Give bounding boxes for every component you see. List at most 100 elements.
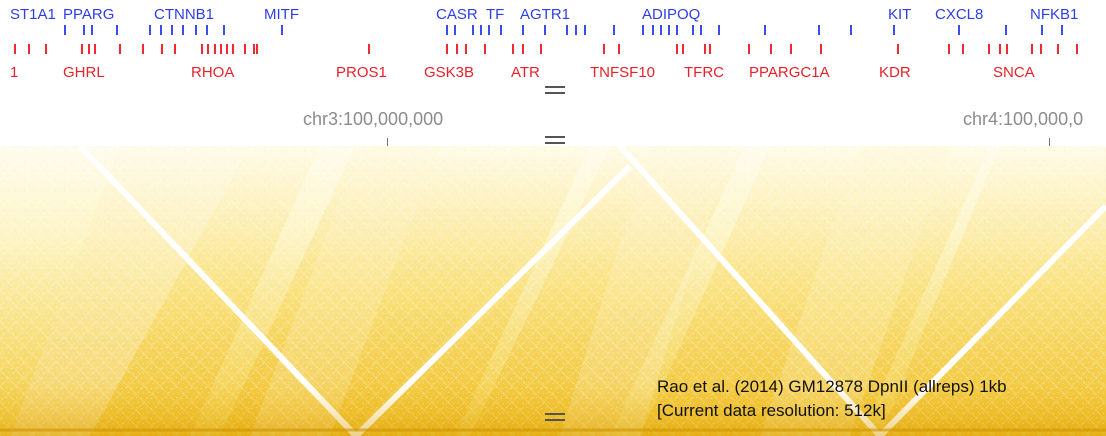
resolution-label: [Current data resolution: 512k]: [657, 401, 886, 420]
gene-tick-red: [748, 44, 750, 54]
gene-tick-blue: [488, 25, 490, 35]
gene-label-kit[interactable]: KIT: [888, 6, 912, 23]
gene-tick-red: [1076, 44, 1078, 54]
gene-tick-red: [1057, 44, 1059, 54]
gene-tick-red: [1040, 44, 1042, 54]
gene-tick-red: [988, 44, 990, 54]
gene-tick-red: [368, 44, 370, 54]
gene-tick-blue: [160, 25, 162, 35]
hic-heatmap-svg[interactable]: [0, 146, 1106, 436]
track-resize-handle[interactable]: [545, 86, 565, 94]
gene-annotation-track[interactable]: ST1A1 PPARG CTNNB1 MITF CASR TF AGTR1 AD…: [0, 0, 1106, 84]
heatmap-bottom-gradient: [0, 382, 1106, 436]
chromosome-coordinate-tick: [1049, 138, 1050, 147]
gene-label-rhoa[interactable]: RHOA: [191, 64, 235, 81]
gene-tick-red: [999, 44, 1001, 54]
chromosome-coordinate-tick: [387, 138, 388, 147]
gene-label-ctnnb1[interactable]: CTNNB1: [154, 6, 215, 23]
gene-tick-red: [253, 44, 255, 54]
gene-tick-red: [682, 44, 684, 54]
gene-tick-red: [1006, 44, 1008, 54]
gene-tick-red: [232, 44, 234, 54]
gene-tick-blue: [642, 25, 644, 35]
gene-label-agtr1[interactable]: AGTR1: [520, 6, 571, 23]
gene-label-snca[interactable]: SNCA: [993, 64, 1035, 81]
gene-tick-red: [820, 44, 822, 54]
gene-tick-blue: [718, 25, 720, 35]
gene-tick-red: [709, 44, 711, 54]
gene-tick-red: [484, 44, 486, 54]
gene-tick-red: [174, 44, 176, 54]
gene-tick-blue: [668, 25, 670, 35]
gene-tick-blue: [454, 25, 456, 35]
gene-label-adipoq[interactable]: ADIPOQ: [642, 6, 701, 23]
gene-tick-blue: [676, 25, 678, 35]
gene-tick-red: [948, 44, 950, 54]
gene-label-pparg[interactable]: PPARG: [63, 6, 115, 23]
gene-tick-red: [456, 44, 458, 54]
gene-tick-red: [45, 44, 47, 54]
gene-tick-blue: [575, 25, 577, 35]
gene-tick-blue: [522, 25, 524, 35]
gene-tick-blue: [700, 25, 702, 35]
gene-label-nfkb1[interactable]: NFKB1: [1030, 6, 1079, 23]
gene-tick-blue: [613, 25, 615, 35]
gene-label-tnfsf10[interactable]: TNFSF10: [590, 64, 656, 81]
gene-tick-red: [962, 44, 964, 54]
gene-tick-blue: [1061, 25, 1063, 35]
gene-tick-blue: [584, 25, 586, 35]
gene-label-tf[interactable]: TF: [486, 6, 505, 23]
gene-tick-blue: [223, 25, 225, 35]
gene-tick-red: [14, 44, 16, 54]
gene-label-atr[interactable]: ATR: [511, 64, 540, 81]
gene-tick-blue: [660, 25, 662, 35]
gene-label-pros1[interactable]: PROS1: [336, 64, 387, 81]
gene-tick-red: [81, 44, 83, 54]
gene-tick-blue: [116, 25, 118, 35]
gene-tick-red: [603, 44, 605, 54]
gene-tick-red: [522, 44, 524, 54]
gene-tick-blue: [64, 25, 66, 35]
gene-tick-red: [512, 44, 514, 54]
gene-tick-red: [676, 44, 678, 54]
gene-tick-blue: [171, 25, 173, 35]
gene-tick-blue: [281, 25, 283, 35]
track-resize-handle[interactable]: [545, 413, 565, 421]
gene-tick-red: [142, 44, 144, 54]
hic-contact-heatmap[interactable]: [0, 146, 1106, 436]
gene-tick-red: [119, 44, 121, 54]
gene-tick-red: [161, 44, 163, 54]
gene-label-gsk3b[interactable]: GSK3B: [424, 64, 475, 81]
gene-label-ghrl[interactable]: GHRL: [63, 64, 105, 81]
track-resize-handle[interactable]: [545, 136, 565, 144]
gene-tick-blue: [1005, 25, 1007, 35]
gene-label-mitf[interactable]: MITF: [264, 6, 299, 23]
gene-tick-red: [618, 44, 620, 54]
gene-tick-red: [28, 44, 30, 54]
gene-tick-red: [226, 44, 228, 54]
gene-label-kdr[interactable]: KDR: [879, 64, 911, 81]
gene-label-red-1[interactable]: 1: [10, 64, 19, 81]
gene-tick-blue: [446, 25, 448, 35]
gene-tick-blue: [149, 25, 151, 35]
gene-tick-red: [214, 44, 216, 54]
gene-tick-red: [790, 44, 792, 54]
gene-tick-blue: [544, 25, 546, 35]
gene-tick-red: [897, 44, 899, 54]
gene-tick-red: [770, 44, 772, 54]
gene-label-cxcl8[interactable]: CXCL8: [935, 6, 984, 23]
gene-tick-blue: [692, 25, 694, 35]
gene-tick-blue: [500, 25, 502, 35]
gene-label-st1a1[interactable]: ST1A1: [10, 6, 56, 23]
gene-label-casr[interactable]: CASR: [436, 6, 478, 23]
gene-tick-blue: [1041, 25, 1043, 35]
gene-tick-blue: [195, 25, 197, 35]
gene-tick-blue: [893, 25, 895, 35]
gene-label-ppargc1a[interactable]: PPARGC1A: [749, 64, 830, 81]
dataset-label: Rao et al. (2014) GM12878 DpnII (allreps…: [657, 377, 1007, 396]
gene-tick-red: [207, 44, 209, 54]
gene-tick-blue: [91, 25, 93, 35]
gene-label-tfrc[interactable]: TFRC: [684, 64, 724, 81]
gene-tick-blue: [206, 25, 208, 35]
